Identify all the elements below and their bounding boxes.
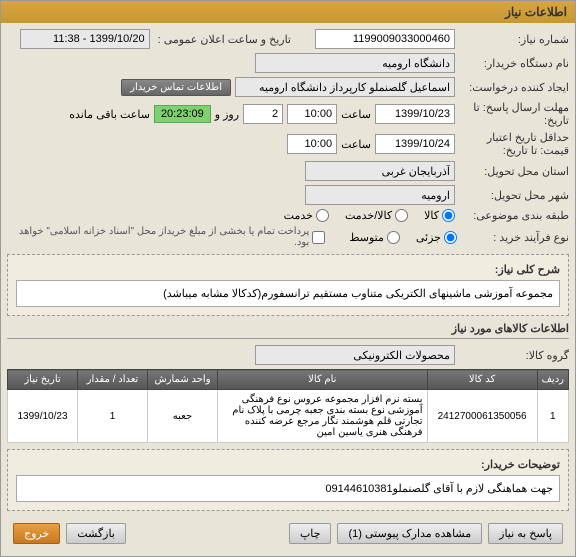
cell-name: بسته نرم افزار مجموعه عروس نوع فرهنگی آم… bbox=[218, 390, 428, 443]
price-date-input[interactable] bbox=[375, 134, 455, 154]
titlebar: اطلاعات نیاز bbox=[1, 1, 575, 23]
general-desc-text: مجموعه آموزشی ماشینهای الکتریکی متناوب م… bbox=[16, 280, 560, 307]
category-radio-group: کالا کالا/خدمت خدمت bbox=[284, 209, 455, 222]
general-desc-label: شرح کلی نیاز: bbox=[16, 263, 560, 276]
buyer-org-input bbox=[255, 53, 455, 73]
category-label: طبقه بندی موضوعی: bbox=[459, 209, 569, 222]
buyer-notes-box: توضیحات خریدار: جهت هماهنگی لازم با آقای… bbox=[7, 449, 569, 511]
attachments-button[interactable]: مشاهده مدارک پیوستی (1) bbox=[337, 523, 482, 544]
small-radio-label[interactable]: جزئی bbox=[416, 231, 457, 244]
public-date-label: تاریخ و ساعت اعلان عمومی : bbox=[154, 33, 291, 46]
reply-button[interactable]: پاسخ به نیاز bbox=[488, 523, 563, 544]
col-row: ردیف bbox=[537, 370, 568, 390]
col-unit: واحد شمارش bbox=[148, 370, 218, 390]
creator-input bbox=[235, 77, 455, 97]
exit-button[interactable]: خروج bbox=[13, 523, 60, 544]
service-radio[interactable] bbox=[316, 209, 329, 222]
province-input bbox=[305, 161, 455, 181]
cell-qty: 1 bbox=[78, 390, 148, 443]
cell-unit: جعبه bbox=[148, 390, 218, 443]
buyer-notes-label: توضیحات خریدار: bbox=[16, 458, 560, 471]
price-time-input[interactable] bbox=[287, 134, 337, 154]
day-label: روز و bbox=[215, 108, 239, 121]
city-label: شهر محل تحویل: bbox=[459, 189, 569, 202]
purchase-type-radio-group: جزئی متوسط bbox=[349, 231, 457, 244]
partial-payment-label[interactable]: پرداخت تمام یا بخشی از مبلغ خریداز محل "… bbox=[7, 226, 325, 248]
response-time-input[interactable] bbox=[287, 104, 337, 124]
days-left-input bbox=[243, 104, 283, 124]
response-date-input[interactable] bbox=[375, 104, 455, 124]
back-button[interactable]: بازگشت bbox=[66, 523, 126, 544]
content-area: شماره نیاز: تاریخ و ساعت اعلان عمومی : ن… bbox=[1, 23, 575, 556]
goods-radio[interactable] bbox=[442, 209, 455, 222]
public-date-input bbox=[20, 29, 150, 49]
goods-group-input bbox=[255, 345, 455, 365]
hour-label-2: ساعت bbox=[341, 138, 371, 151]
service-radio-label[interactable]: خدمت bbox=[284, 209, 329, 222]
response-deadline-label: مهلت ارسال پاسخ: تا تاریخ: bbox=[459, 101, 569, 127]
general-desc-box: شرح کلی نیاز: مجموعه آموزشی ماشینهای الک… bbox=[7, 254, 569, 316]
time-remaining: 20:23:09 bbox=[154, 105, 211, 123]
creator-label: ایجاد کننده درخواست: bbox=[459, 81, 569, 94]
goods-service-radio[interactable] bbox=[395, 209, 408, 222]
contact-info-button[interactable]: اطلاعات تماس خریدار bbox=[121, 79, 231, 96]
medium-radio[interactable] bbox=[387, 231, 400, 244]
print-button[interactable]: چاپ bbox=[289, 523, 332, 544]
medium-radio-label[interactable]: متوسط bbox=[349, 231, 400, 244]
goods-group-label: گروه کالا: bbox=[459, 349, 569, 362]
cell-code: 2412700061350056 bbox=[427, 390, 537, 443]
cell-date: 1399/10/23 bbox=[8, 390, 78, 443]
col-date: تاریخ نیاز bbox=[8, 370, 78, 390]
buyer-notes-text: جهت هماهنگی لازم با آقای گلصنملو09144610… bbox=[16, 475, 560, 502]
province-label: استان محل تحویل: bbox=[459, 165, 569, 178]
goods-radio-label[interactable]: کالا bbox=[424, 209, 455, 222]
cell-num: 1 bbox=[537, 390, 568, 443]
items-info-label: اطلاعات کالاهای مورد نیاز bbox=[7, 322, 569, 339]
items-table: ردیف کد کالا نام کالا واحد شمارش تعداد /… bbox=[7, 369, 569, 443]
table-header-row: ردیف کد کالا نام کالا واحد شمارش تعداد /… bbox=[8, 370, 569, 390]
buyer-org-label: نام دستگاه خریدار: bbox=[459, 57, 569, 70]
need-number-label: شماره نیاز: bbox=[459, 33, 569, 46]
price-deadline-label: حداقل تاریخ اعتبار قیمت: تا تاریخ: bbox=[459, 131, 569, 157]
col-code: کد کالا bbox=[427, 370, 537, 390]
city-input bbox=[305, 185, 455, 205]
goods-service-radio-label[interactable]: کالا/خدمت bbox=[345, 209, 408, 222]
hour-label-1: ساعت bbox=[341, 108, 371, 121]
need-number-input[interactable] bbox=[315, 29, 455, 49]
partial-payment-checkbox[interactable] bbox=[312, 231, 325, 244]
main-window: اطلاعات نیاز شماره نیاز: تاریخ و ساعت اع… bbox=[0, 0, 576, 557]
remaining-label: ساعت باقی مانده bbox=[69, 108, 150, 121]
col-qty: تعداد / مقدار bbox=[78, 370, 148, 390]
purchase-type-label: نوع فرآیند خرید : bbox=[461, 231, 569, 244]
col-name: نام کالا bbox=[218, 370, 428, 390]
table-row[interactable]: 1 2412700061350056 بسته نرم افزار مجموعه… bbox=[8, 390, 569, 443]
small-radio[interactable] bbox=[444, 231, 457, 244]
button-bar: پاسخ به نیاز مشاهده مدارک پیوستی (1) چاپ… bbox=[7, 517, 569, 550]
